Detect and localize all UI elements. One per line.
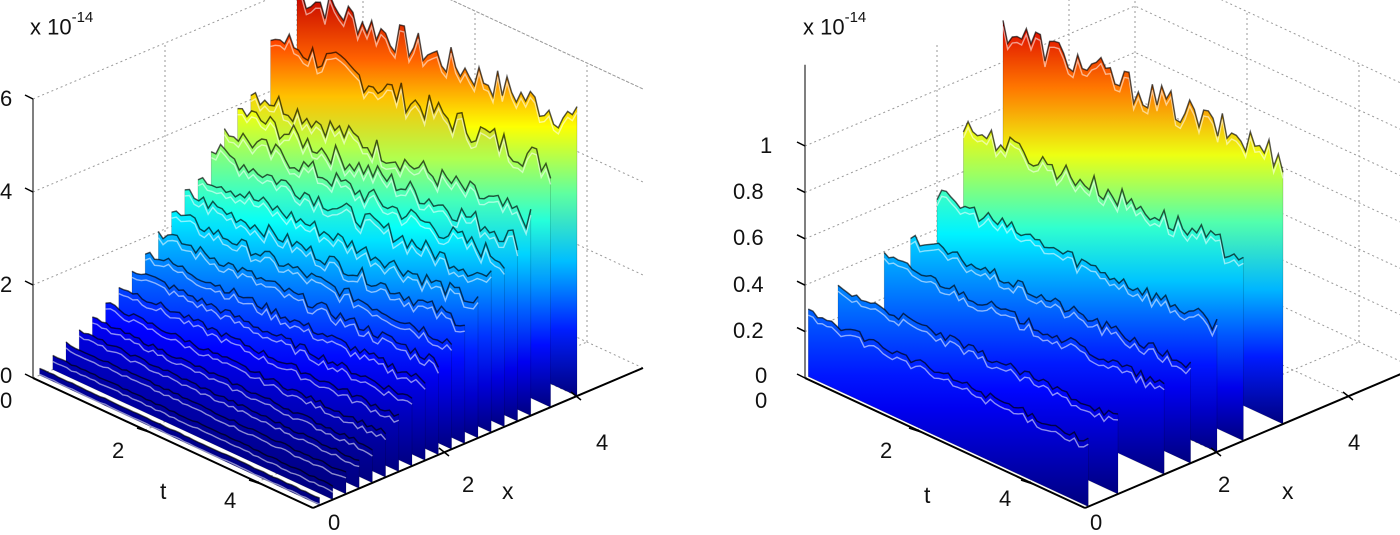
axes [24, 94, 644, 509]
right-t-tick-4: 4 [999, 486, 1012, 511]
right-t-tick-2: 2 [880, 438, 893, 463]
axes [796, 64, 1400, 509]
left-t-axis-label: t [160, 478, 167, 504]
right-x-axis-label: x [1282, 478, 1294, 504]
left-x-tick-4: 4 [596, 430, 609, 455]
surface-ridges [807, 20, 1284, 508]
right-z-tick-0.2: 0.2 [733, 318, 764, 343]
right-z-tick-1: 1 [760, 133, 773, 158]
left-z-tick-6: 6 [0, 86, 13, 111]
left-x-tick-0: 0 [328, 510, 341, 535]
right-z-scale-label: x 10-14 [803, 9, 867, 40]
right-z-tick-0.8: 0.8 [733, 179, 764, 204]
left-z-scale-label: x 10-14 [30, 9, 94, 40]
left-t-tick-4: 4 [224, 488, 237, 513]
right-t-tick-0: 0 [755, 388, 768, 413]
left-z-tick-4: 4 [0, 179, 13, 204]
left-plot-canvas [24, 0, 644, 509]
right-x-tick-4: 4 [1348, 430, 1361, 455]
right-z-tick-0.4: 0.4 [733, 272, 764, 297]
right-surface-plot: x 10-14 1 0.8 0.6 0.4 0.2 0 0 2 4 t 0 2 … [700, 0, 1400, 535]
left-z-tick-0: 0 [0, 363, 13, 388]
right-x-tick-0: 0 [1090, 510, 1103, 535]
left-surface-plot: x 10-14 6 4 2 0 0 2 4 t 0 2 4 x [0, 0, 644, 535]
right-z-tick-0: 0 [755, 363, 768, 388]
right-x-tick-2: 2 [1218, 472, 1231, 497]
left-x-tick-2: 2 [462, 472, 475, 497]
left-x-axis-label: x [502, 478, 514, 504]
right-t-axis-label: t [924, 482, 931, 508]
left-t-tick-0: 0 [0, 388, 13, 413]
right-z-tick-0.6: 0.6 [733, 225, 764, 250]
right-plot-canvas [796, 0, 1400, 509]
left-z-tick-2: 2 [0, 272, 13, 297]
surface-ridges [39, 0, 578, 506]
left-t-tick-2: 2 [112, 438, 125, 463]
